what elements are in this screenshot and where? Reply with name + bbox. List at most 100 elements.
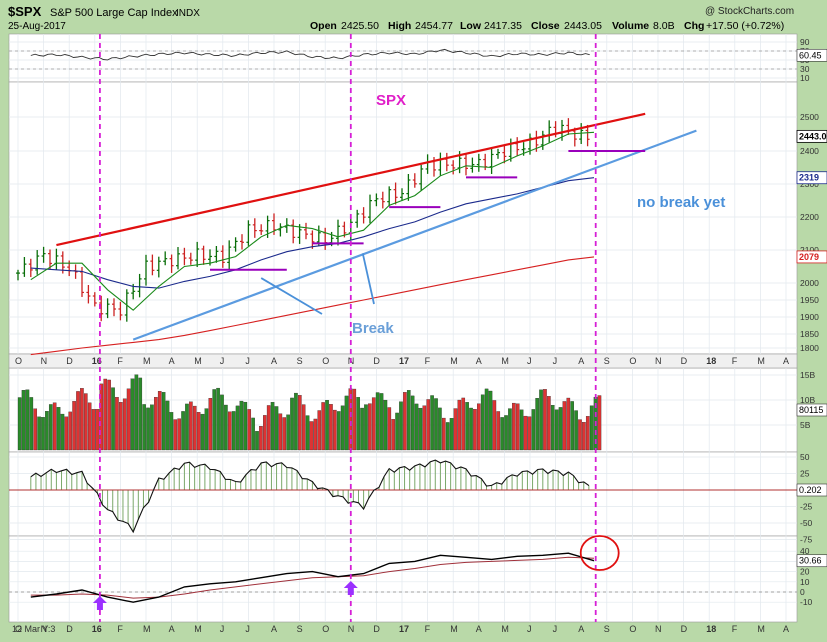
price-value-box: [796, 129, 827, 143]
volume-bar: [56, 407, 61, 451]
month-tick-label: F: [732, 356, 738, 366]
volume-bar: [434, 398, 438, 451]
volume-bar: [41, 417, 45, 451]
month-tick-label-bottom: A: [476, 624, 482, 634]
trendline-lower: [132, 129, 697, 341]
price-value-box: [796, 171, 827, 185]
month-tick-label-bottom: A: [169, 624, 175, 634]
volume-bar: [255, 431, 259, 451]
oscillator-tick-label: -50: [800, 518, 813, 528]
volume-bar: [597, 395, 602, 451]
volume-bar: [391, 419, 395, 451]
price-tick-label: 1800: [800, 343, 819, 353]
volume-bar: [282, 417, 287, 451]
price-value-label: 2079: [799, 252, 819, 262]
volume-bar: [243, 401, 248, 451]
volume-bar: [286, 414, 290, 451]
volume-bar: [25, 389, 30, 451]
volume-bar: [449, 418, 454, 451]
volume-bar: [200, 413, 205, 451]
price-value-box: [796, 250, 827, 264]
volume-bar: [403, 392, 407, 451]
month-tick-label: M: [501, 356, 509, 366]
volume-bar: [290, 397, 294, 451]
volume-bar: [399, 401, 403, 451]
ma-slow-line: [30, 256, 595, 356]
month-tick-label-bottom: M: [450, 624, 458, 634]
volume-tick-label: 10B: [800, 395, 815, 405]
volume-bar: [266, 405, 271, 451]
volume-bar: [371, 397, 376, 451]
volume-bar: [585, 416, 590, 451]
volume-bar: [519, 409, 524, 451]
month-tick-label-bottom: A: [783, 624, 789, 634]
volume-bar: [138, 377, 143, 451]
chart-title: SPX: [376, 92, 406, 109]
volume-bar: [515, 403, 520, 451]
volume-bar: [492, 400, 497, 451]
volume-bar: [196, 412, 201, 451]
month-tick-label: O: [629, 356, 636, 366]
volume-series: [17, 374, 602, 451]
volume-bar: [461, 397, 466, 451]
volume-bar: [305, 415, 310, 451]
month-tick-label: J: [527, 356, 532, 366]
volume-bar: [422, 405, 427, 451]
volume-bar: [547, 396, 551, 451]
volume-bar: [527, 416, 532, 451]
month-tick-label: 17: [399, 356, 409, 366]
quote-chg-label: Chg: [684, 20, 704, 32]
volume-bar: [317, 410, 322, 451]
momentum-panel: [8, 535, 798, 623]
volume-bar: [395, 412, 399, 451]
volume-bar: [465, 402, 469, 451]
volume-bar: [457, 399, 462, 451]
price-value-label: 2319: [799, 173, 819, 183]
date-label: 25-Aug-2017: [8, 21, 66, 32]
month-tick-label: M: [757, 356, 765, 366]
watermark: @ StockCharts.com: [705, 6, 794, 17]
month-tick-label-bottom: D: [66, 624, 73, 634]
month-tick-label: M: [194, 356, 202, 366]
volume-bar: [107, 379, 111, 451]
volume-bar: [189, 401, 193, 451]
volume-bar: [301, 404, 306, 451]
break-annotation: Break: [352, 320, 394, 337]
oscillator-value-label: 0.202: [799, 485, 822, 495]
volume-bar: [52, 402, 57, 451]
oscillator-line: [30, 459, 590, 534]
volume-bar: [119, 402, 123, 451]
month-tick-label: A: [578, 356, 584, 366]
footer-label: 12 Mar Y:3: [12, 624, 55, 634]
momentum-signal-line: [30, 556, 595, 599]
volume-bar: [208, 398, 213, 451]
momentum-tick-label: 40: [800, 546, 810, 556]
volume-bar: [578, 419, 582, 451]
quote-low-label: Low: [460, 20, 482, 32]
ma-fast-line: [30, 131, 595, 311]
volume-bar: [173, 419, 178, 451]
volume-bar: [231, 411, 236, 451]
volume-value-label: 80115: [799, 405, 823, 415]
volume-bar: [95, 409, 100, 451]
volume-bar: [445, 422, 450, 451]
month-tick-label-bottom: J: [527, 624, 532, 634]
month-tick-label: O: [15, 356, 22, 366]
volume-bar: [558, 407, 563, 451]
volume-bar: [582, 422, 586, 451]
volume-bar: [262, 415, 267, 451]
volume-bar: [60, 413, 65, 451]
quote-low-value: 2417.35: [484, 20, 522, 32]
volume-bar: [480, 394, 485, 451]
volume-bar: [111, 387, 115, 451]
month-tick-label: M: [450, 356, 458, 366]
volume-bar: [574, 410, 578, 451]
oscillator-value-box: [796, 483, 827, 497]
month-tick-label-bottom: F: [732, 624, 738, 634]
volume-bar: [76, 391, 80, 451]
month-tick-label-bottom: A: [271, 624, 277, 634]
volume-bar: [239, 400, 244, 451]
no-break-annotation: no break yet: [637, 194, 725, 211]
symbol-label: $SPX: [8, 4, 42, 19]
